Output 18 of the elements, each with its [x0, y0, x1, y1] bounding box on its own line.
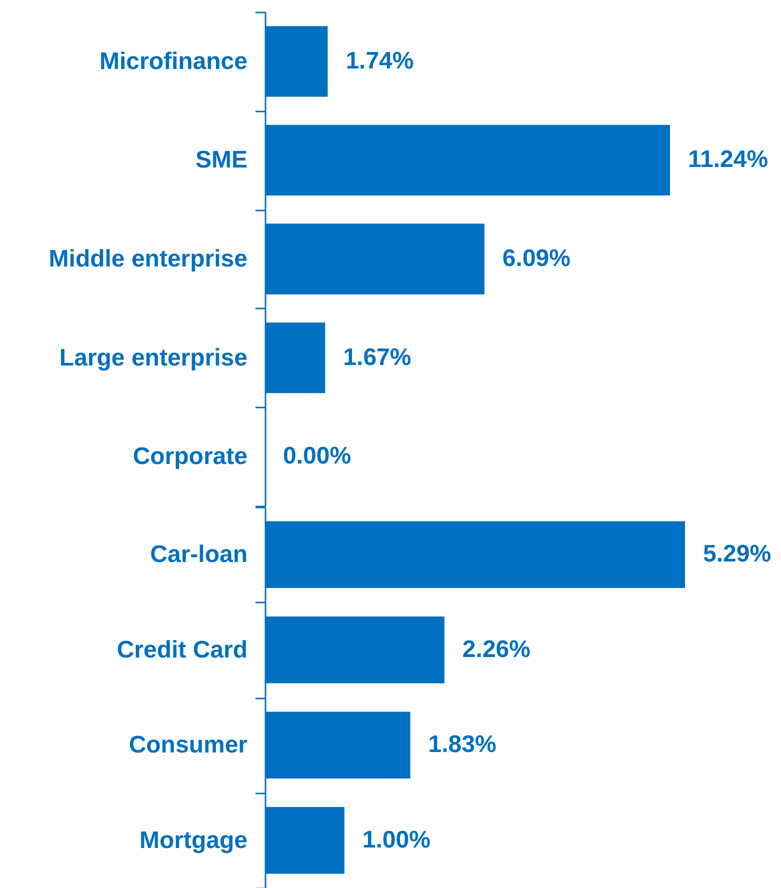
y-tick-label: Credit Card — [116, 636, 248, 664]
y-tick-label: Corporate — [132, 443, 248, 470]
data-label: 5.29% — [703, 540, 772, 568]
data-label: 1.67% — [343, 344, 412, 371]
y-tick-label: Mortgage — [140, 826, 248, 854]
data-label: 2.26% — [462, 636, 530, 663]
data-label: 11.24% — [688, 146, 768, 174]
y-tick-label: SME — [195, 146, 248, 174]
y-tick-label: Large enterprise — [59, 344, 248, 372]
y-tick-label: Car-loan — [150, 541, 248, 568]
data-label: 1.74% — [346, 47, 414, 74]
data-label: 1.00% — [362, 826, 430, 854]
data-label: 6.09% — [502, 245, 570, 272]
data-label: 1.83% — [428, 731, 496, 758]
data-label: 0.00% — [283, 442, 352, 470]
y-tick-label: Microfinance — [99, 48, 248, 75]
y-tick-label: Consumer — [128, 732, 248, 759]
y-tick-label: Middle enterprise — [48, 246, 248, 272]
